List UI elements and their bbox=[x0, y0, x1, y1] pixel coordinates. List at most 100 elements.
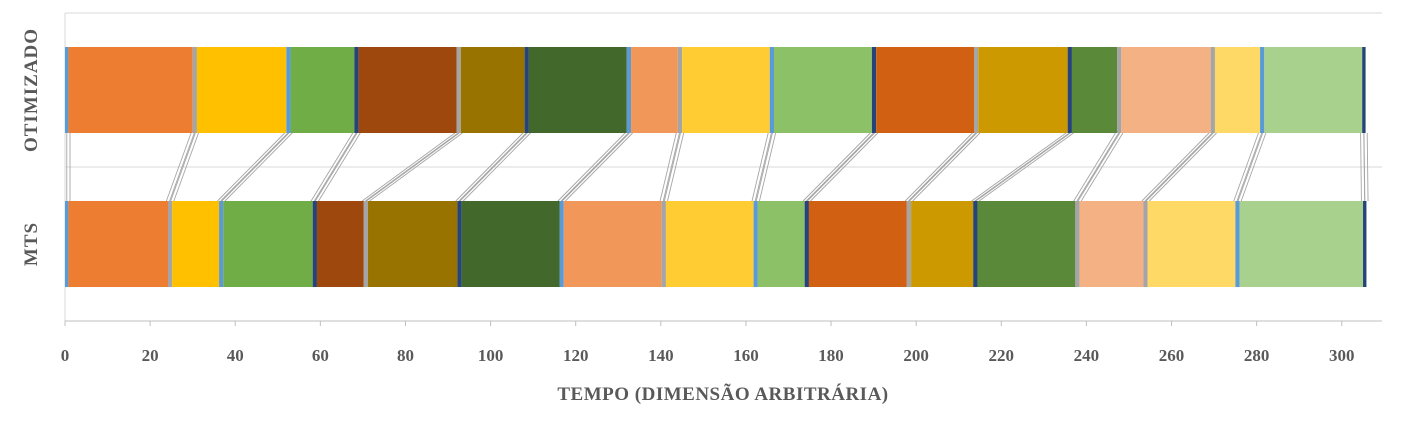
series-line bbox=[904, 132, 973, 202]
bar-segment bbox=[461, 201, 560, 287]
bar-segment bbox=[65, 201, 69, 287]
bar-segment bbox=[769, 47, 775, 133]
bar-segment bbox=[977, 201, 1076, 287]
series-line bbox=[318, 132, 361, 202]
bar-segment bbox=[290, 47, 355, 133]
series-line bbox=[1237, 132, 1264, 202]
bar-segment bbox=[906, 201, 912, 287]
bar-segment bbox=[1235, 201, 1240, 287]
series-line bbox=[220, 132, 289, 202]
bar-segment bbox=[286, 47, 291, 133]
bar-segment bbox=[682, 47, 770, 133]
bar-segment bbox=[528, 47, 627, 133]
x-tick-label: 220 bbox=[989, 346, 1015, 365]
series-line bbox=[1144, 132, 1213, 202]
series-line bbox=[314, 132, 358, 202]
series-line bbox=[165, 132, 192, 202]
series-line bbox=[1360, 132, 1362, 202]
bar-segment bbox=[1264, 47, 1363, 133]
series-line bbox=[807, 132, 875, 202]
bar-segment bbox=[1143, 201, 1148, 287]
bar-segment bbox=[1362, 47, 1366, 133]
bar-segment bbox=[677, 47, 683, 133]
bar-segment bbox=[876, 47, 975, 133]
x-tick-label: 180 bbox=[818, 346, 844, 365]
x-tick-label: 200 bbox=[903, 346, 929, 365]
bar-segment bbox=[631, 47, 678, 133]
series-line bbox=[560, 132, 629, 202]
x-tick-label: 60 bbox=[312, 346, 329, 365]
bar-segment bbox=[973, 201, 978, 287]
bar-segment bbox=[219, 201, 224, 287]
category-label: OTIMIZADO bbox=[21, 28, 42, 152]
bar-segment bbox=[1067, 47, 1072, 133]
bar-segment bbox=[1071, 47, 1118, 133]
bar-segments bbox=[65, 47, 1367, 287]
x-tick-label: 300 bbox=[1329, 346, 1355, 365]
bar-segment bbox=[808, 201, 907, 287]
category-labels: OTIMIZADO MTS bbox=[21, 28, 42, 266]
x-tick-label: 20 bbox=[142, 346, 159, 365]
series-line bbox=[974, 132, 1070, 202]
series-line bbox=[1240, 132, 1267, 202]
x-tick-label: 40 bbox=[227, 346, 244, 365]
bar-segment bbox=[871, 47, 877, 133]
series-line bbox=[565, 132, 633, 202]
bar-segment bbox=[978, 47, 1068, 133]
series-line bbox=[313, 132, 357, 202]
series-line bbox=[169, 132, 195, 202]
series-line bbox=[975, 132, 1071, 202]
series-line bbox=[1366, 132, 1369, 202]
x-tick-label: 80 bbox=[397, 346, 414, 365]
bar-segment bbox=[1075, 201, 1080, 287]
bar-segment bbox=[626, 47, 632, 133]
series-line bbox=[217, 132, 286, 202]
bar-segment bbox=[312, 201, 317, 287]
bar-segment bbox=[363, 201, 369, 287]
x-tick-label: 140 bbox=[648, 346, 674, 365]
series-line bbox=[365, 132, 459, 202]
bar-segment bbox=[1363, 201, 1367, 287]
bar-segment bbox=[223, 201, 313, 287]
bar-segment bbox=[563, 201, 662, 287]
series-line bbox=[173, 132, 199, 202]
series-line bbox=[455, 132, 524, 202]
series-line bbox=[659, 132, 677, 202]
series-line bbox=[1077, 132, 1121, 202]
x-tick-label: 260 bbox=[1159, 346, 1185, 365]
bar-segment bbox=[1117, 47, 1122, 133]
bar-segment bbox=[1147, 201, 1236, 287]
series-line bbox=[1363, 132, 1366, 202]
series-line bbox=[754, 132, 772, 202]
series-line bbox=[667, 132, 685, 202]
series-line bbox=[361, 132, 456, 202]
bar-segment bbox=[68, 47, 193, 133]
bar-segment bbox=[368, 201, 458, 287]
bar-segment bbox=[524, 47, 529, 133]
bar-segment bbox=[457, 201, 462, 287]
bar-segment bbox=[774, 47, 872, 133]
series-line bbox=[170, 132, 196, 202]
series-line bbox=[805, 132, 874, 202]
x-axis: 0 20 40 60 80 100 120 140 160 180 200 220 240 260 280 3… bbox=[61, 320, 1382, 365]
series-line bbox=[759, 132, 777, 202]
x-tick-label: 100 bbox=[478, 346, 504, 365]
series-line bbox=[369, 132, 463, 202]
bar-segment bbox=[1260, 47, 1265, 133]
series-line bbox=[662, 132, 680, 202]
bar-segment bbox=[167, 201, 173, 287]
series-line bbox=[1076, 132, 1120, 202]
series-line bbox=[366, 132, 460, 202]
bar-segment bbox=[804, 201, 809, 287]
series-line bbox=[1073, 132, 1116, 202]
bar-segment bbox=[68, 201, 168, 287]
x-tick-label: 0 bbox=[61, 346, 70, 365]
bar-segment bbox=[460, 47, 525, 133]
bar-segment bbox=[661, 201, 666, 287]
bar-segment bbox=[1214, 47, 1261, 133]
series-line bbox=[1141, 132, 1210, 202]
series-line bbox=[978, 132, 1074, 202]
bar-segment bbox=[911, 201, 974, 287]
series-line bbox=[557, 132, 626, 202]
